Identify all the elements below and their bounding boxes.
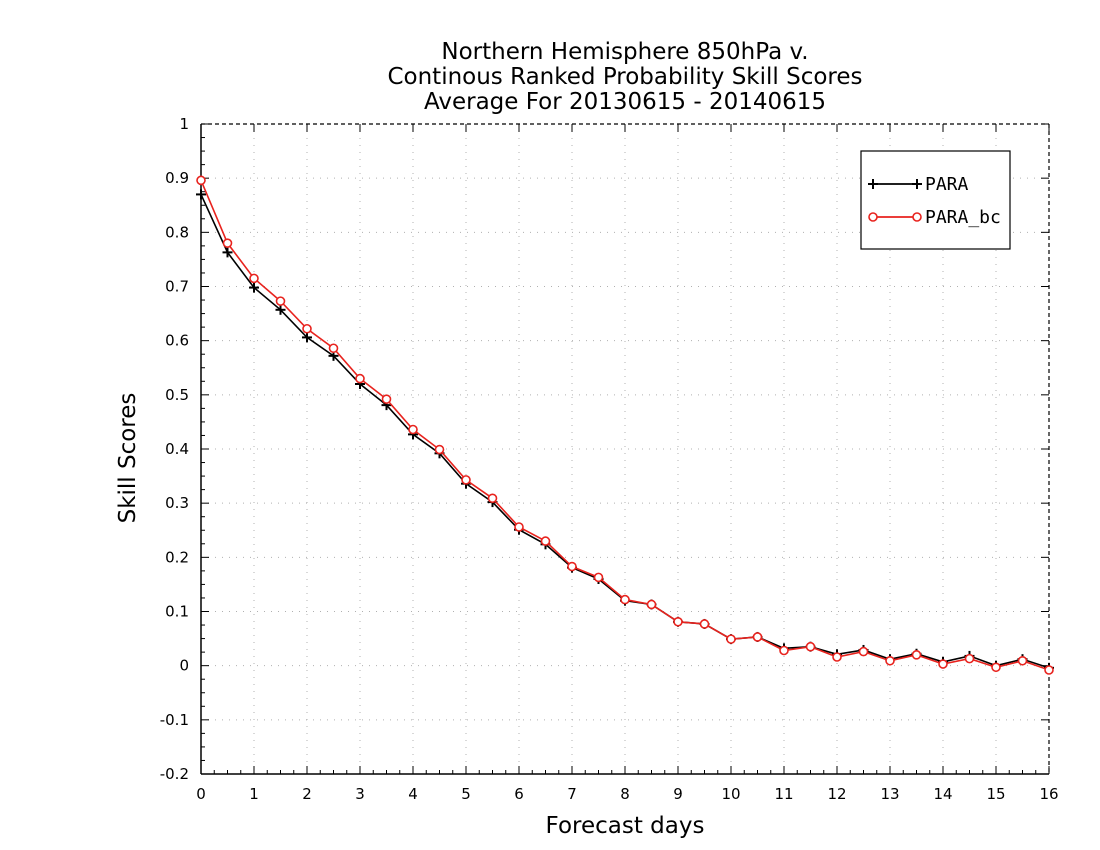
y-axis-label: Skill Scores xyxy=(115,393,141,524)
x-tick-label: 5 xyxy=(461,785,471,803)
legend-marker xyxy=(912,212,922,222)
data-point-para-bc xyxy=(646,599,657,610)
title-line: Continous Ranked Probability Skill Score… xyxy=(387,64,862,90)
data-point-para-bc xyxy=(487,493,498,504)
data-point-para-bc xyxy=(991,662,1001,673)
data-point-para-bc xyxy=(858,646,869,657)
data-point-para xyxy=(275,304,286,315)
x-tick-label: 13 xyxy=(880,785,899,803)
data-point-para-bc xyxy=(222,238,233,248)
x-tick-label: 16 xyxy=(1039,785,1058,803)
data-point-para-bc xyxy=(381,394,392,404)
x-axis-label: Forecast days xyxy=(546,813,705,839)
data-point-para-bc xyxy=(620,594,630,605)
y-tick-label: -0.1 xyxy=(160,711,189,729)
data-point-para-bc xyxy=(514,522,524,532)
y-tick-label: 0.8 xyxy=(165,223,189,241)
x-tick-label: 3 xyxy=(355,785,365,803)
data-point-para-bc xyxy=(832,652,842,662)
x-tick-label: 7 xyxy=(567,785,577,803)
legend-label: PARA_bc xyxy=(925,207,1001,228)
data-point-para-bc xyxy=(752,632,763,642)
x-tick-label: 2 xyxy=(302,785,312,803)
title-line: Northern Hemisphere 850hPa v. xyxy=(441,39,808,65)
y-tick-label: 0.4 xyxy=(165,440,189,458)
y-tick-label: 1 xyxy=(179,115,189,133)
data-point-para-bc xyxy=(408,424,418,435)
data-point-para-bc xyxy=(275,296,286,306)
axes: 0 1 2 3 4 5 6 7 8 9 10 11 12 13 14 15 16-0.2-0.100.10.20… xyxy=(160,115,1059,803)
data-point-para-bc xyxy=(540,536,551,546)
y-tick-label: 0.7 xyxy=(165,278,189,296)
chart-title: Northern Hemisphere 850hPa v.Continous R… xyxy=(387,39,862,115)
data-point-para-bc xyxy=(1017,655,1028,666)
data-point-para-bc xyxy=(328,343,339,354)
data-point-para-bc xyxy=(1044,665,1054,675)
data-point-para-bc xyxy=(805,641,816,652)
x-tick-label: 1 xyxy=(249,785,259,803)
x-tick-label: 9 xyxy=(673,785,683,803)
x-tick-label: 15 xyxy=(986,785,1005,803)
x-tick-label: 0 xyxy=(196,785,206,803)
y-tick-label: 0.3 xyxy=(165,494,189,512)
legend-box xyxy=(860,150,1011,250)
data-point-para xyxy=(222,247,233,258)
x-tick-label: 6 xyxy=(514,785,524,803)
legend-marker xyxy=(868,179,878,189)
data-point-para-bc xyxy=(885,655,895,666)
y-tick-label: 0.6 xyxy=(165,332,189,350)
legend: PARA PARA_bc xyxy=(860,150,1011,250)
y-tick-label: 0.5 xyxy=(165,386,189,404)
legend-marker xyxy=(868,212,878,222)
x-tick-label: 8 xyxy=(620,785,630,803)
y-tick-label: 0.1 xyxy=(165,603,189,621)
data-point-para xyxy=(196,189,206,200)
data-point-para-bc xyxy=(911,650,922,660)
x-tick-label: 12 xyxy=(827,785,846,803)
data-point-para xyxy=(302,332,312,343)
legend-label: PARA xyxy=(925,174,969,195)
title-line: Average For 20130615 - 20140615 xyxy=(424,89,826,115)
x-tick-label: 14 xyxy=(933,785,952,803)
data-point-para-bc xyxy=(461,475,471,485)
x-tick-label: 4 xyxy=(408,785,418,803)
data-point-para-bc xyxy=(779,645,789,656)
data-point-para-bc xyxy=(249,273,259,284)
data-point-para-bc xyxy=(593,572,604,583)
x-tick-label: 11 xyxy=(774,785,793,803)
y-tick-label: 0.2 xyxy=(165,548,189,566)
data-point-para-bc xyxy=(302,323,312,334)
data-point-para-bc xyxy=(699,619,710,629)
y-tick-label: 0 xyxy=(179,657,189,675)
x-tick-label: 10 xyxy=(721,785,740,803)
data-point-para-bc xyxy=(964,653,975,664)
series-layer xyxy=(196,175,1054,675)
data-point-para-bc xyxy=(726,634,736,644)
y-tick-label: -0.2 xyxy=(160,765,189,783)
data-point-para-bc xyxy=(567,561,577,572)
data-point-para-bc xyxy=(196,175,206,186)
y-tick-label: 0.9 xyxy=(165,169,189,187)
data-point-para-bc xyxy=(355,373,365,384)
legend-marker xyxy=(912,179,922,189)
data-point-para-bc xyxy=(673,616,683,627)
data-point-para-bc xyxy=(938,659,948,669)
data-point-para-bc xyxy=(434,444,445,455)
data-point-para xyxy=(249,282,259,293)
